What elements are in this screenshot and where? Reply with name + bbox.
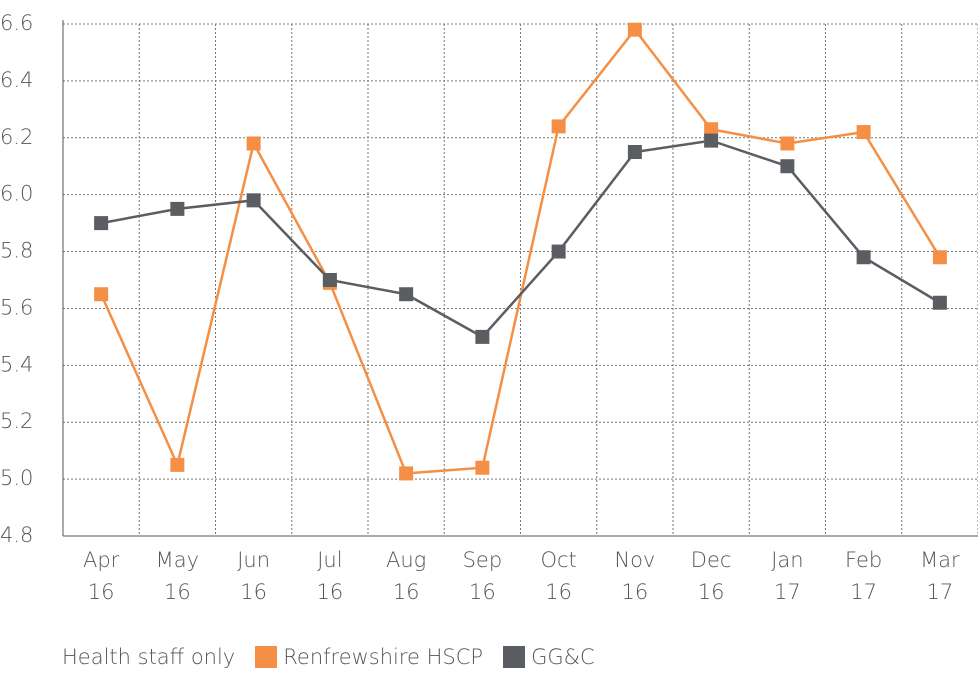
line: [99, 27, 941, 475]
y-tick-label: 5.0: [0, 466, 33, 490]
marker: [399, 287, 414, 302]
legend-label: GG&C: [531, 645, 595, 669]
legend-label: Renfrewshire HSCP: [283, 645, 484, 669]
y-tick-label: 4.8: [0, 523, 33, 547]
marker: [399, 466, 414, 481]
marker: [94, 287, 109, 302]
marker: [475, 329, 490, 344]
marker: [551, 244, 566, 259]
marker: [780, 136, 795, 151]
marker: [551, 119, 566, 134]
marker: [94, 216, 109, 231]
marker: [170, 201, 185, 216]
marker: [627, 22, 642, 37]
marker: [704, 133, 719, 148]
marker: [780, 159, 795, 174]
marker: [856, 125, 871, 140]
x-tick-label: Apr 16: [82, 548, 120, 604]
x-tick-label: Oct 16: [540, 548, 577, 604]
x-tick-label: Mar 17: [920, 548, 960, 604]
y-tick-label: 5.8: [0, 239, 33, 263]
marker: [932, 295, 947, 310]
marker: [170, 457, 185, 472]
marker: [322, 273, 337, 287]
y-tick-label: 5.2: [0, 409, 33, 433]
x-tick-label: Jun 16: [237, 548, 271, 604]
legend-swatch: [255, 646, 278, 668]
marker: [856, 250, 871, 265]
y-tick-label: 5.6: [0, 295, 33, 319]
marker: [246, 193, 261, 208]
x-tick-label: Jul 16: [316, 548, 344, 604]
x-tick-label: Aug 16: [385, 548, 427, 604]
y-tick-label: 6.6: [0, 11, 33, 35]
x-tick-label: Jan 17: [771, 548, 804, 604]
y-tick-label: 5.4: [0, 352, 33, 376]
marker: [932, 250, 947, 265]
x-tick-label: Sep 16: [462, 548, 503, 604]
marker: [627, 145, 642, 159]
line: [100, 139, 941, 339]
legend-swatch: [503, 646, 526, 668]
marker: [704, 122, 719, 137]
x-tick-label: Nov 16: [614, 548, 656, 604]
legend-title: Health staff only: [62, 645, 236, 669]
x-tick-label: May 16: [155, 548, 200, 604]
legend: Health staff only Renfrewshire HSCP GG&C: [62, 645, 595, 669]
marker: [246, 136, 261, 151]
x-tick-label: Dec 16: [690, 548, 732, 604]
marker: [475, 460, 490, 475]
y-tick-label: 6.2: [0, 125, 33, 149]
y-tick-label: 6.4: [0, 68, 33, 92]
y-tick-label: 6.0: [0, 182, 33, 206]
x-tick-label: Feb 17: [845, 548, 883, 604]
